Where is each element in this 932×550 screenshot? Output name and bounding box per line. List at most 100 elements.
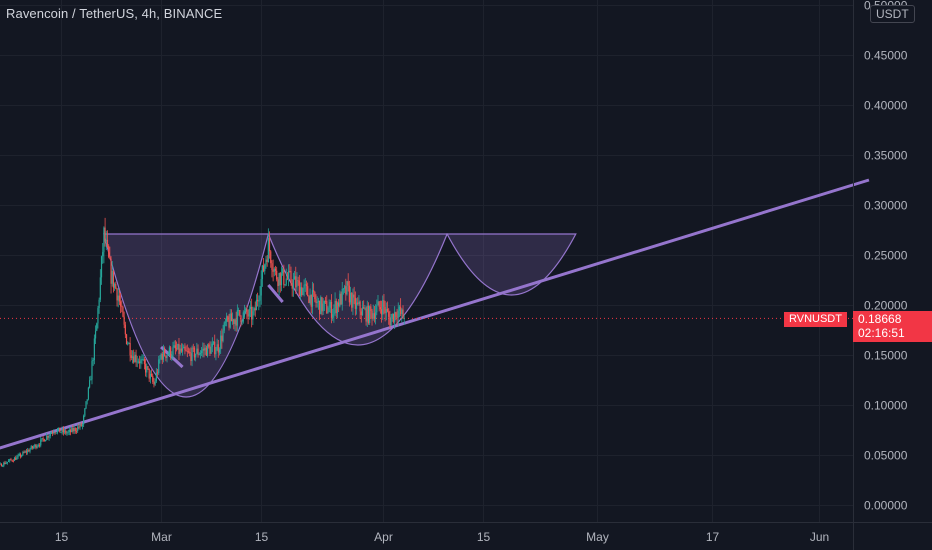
candle-body bbox=[332, 314, 334, 318]
candle-body bbox=[9, 459, 11, 461]
candle-body bbox=[48, 435, 50, 438]
candle-body bbox=[112, 270, 115, 288]
candle-body bbox=[403, 318, 405, 320]
candle-body bbox=[0, 463, 3, 467]
candle-body bbox=[345, 286, 347, 295]
candle-body bbox=[68, 429, 70, 432]
candle-body bbox=[41, 438, 43, 440]
candle-body bbox=[150, 373, 153, 376]
candle-body bbox=[31, 446, 33, 448]
candle-body bbox=[173, 345, 175, 348]
x-tick-label: May bbox=[586, 530, 609, 544]
candle-body bbox=[383, 300, 385, 307]
candle-body bbox=[58, 427, 60, 430]
candle-body bbox=[209, 346, 211, 354]
candle-body bbox=[143, 359, 146, 365]
candle-body bbox=[379, 307, 381, 310]
x-tick-label: 15 bbox=[477, 530, 491, 544]
candle-body bbox=[61, 428, 63, 433]
candle-body bbox=[291, 283, 293, 289]
candle-body bbox=[307, 286, 309, 297]
candle-body bbox=[98, 299, 100, 309]
candle-body bbox=[366, 305, 368, 322]
candle-body bbox=[398, 306, 401, 311]
candle-body bbox=[118, 295, 120, 302]
candle-body bbox=[351, 292, 353, 308]
candle-body bbox=[84, 408, 86, 416]
candle-body bbox=[110, 258, 112, 284]
candle-body bbox=[24, 451, 26, 453]
candle-body bbox=[309, 294, 311, 303]
y-tick-label: 0.45000 bbox=[864, 49, 908, 63]
candle-body bbox=[316, 302, 318, 303]
candle-body bbox=[168, 347, 171, 354]
candle-body bbox=[298, 280, 300, 297]
candle-body bbox=[199, 353, 202, 355]
candle-body bbox=[104, 227, 106, 242]
candle-body bbox=[333, 308, 335, 315]
candle-body bbox=[52, 432, 54, 434]
candle-body bbox=[259, 295, 261, 301]
candle-body bbox=[69, 429, 72, 433]
candle-body bbox=[358, 301, 360, 304]
candle-body bbox=[318, 300, 321, 315]
candle-body bbox=[282, 268, 284, 274]
candle-body bbox=[75, 431, 78, 432]
candle-body bbox=[363, 307, 365, 309]
candle-body bbox=[342, 288, 345, 290]
candle-body bbox=[247, 314, 249, 317]
candle-body bbox=[34, 444, 36, 447]
candle-body bbox=[181, 348, 184, 352]
candle-body bbox=[341, 288, 343, 305]
candle-body bbox=[370, 306, 372, 311]
candle-body bbox=[228, 320, 230, 328]
candle-body bbox=[397, 310, 399, 318]
candle-body bbox=[165, 355, 167, 359]
candle-body bbox=[217, 344, 219, 353]
candle-body bbox=[328, 307, 330, 313]
currency-badge[interactable]: USDT bbox=[870, 5, 915, 23]
candle-body bbox=[214, 341, 216, 355]
candle-body bbox=[221, 335, 223, 342]
candle-body bbox=[172, 347, 174, 356]
candle-body bbox=[382, 300, 384, 315]
candle-body bbox=[184, 346, 186, 351]
candle-body bbox=[166, 354, 168, 359]
y-tick-label: 0.20000 bbox=[864, 299, 908, 313]
candle-body bbox=[348, 285, 350, 303]
candle-body bbox=[249, 306, 252, 309]
candle-body bbox=[22, 452, 24, 456]
candle-body bbox=[273, 268, 275, 272]
candle-body bbox=[134, 354, 136, 363]
candle-body bbox=[296, 280, 298, 288]
candle-body bbox=[86, 399, 88, 402]
candle-body bbox=[175, 348, 178, 350]
candle-body bbox=[63, 430, 66, 433]
candle-body bbox=[286, 278, 289, 280]
x-tick-label: Mar bbox=[151, 530, 172, 544]
candle-body bbox=[290, 271, 292, 284]
candle-body bbox=[77, 426, 79, 432]
candle-body bbox=[305, 284, 308, 287]
candle-body bbox=[105, 239, 107, 242]
candle-body bbox=[129, 342, 131, 356]
candle-body bbox=[10, 459, 12, 460]
candle-body bbox=[179, 348, 181, 354]
candle-body bbox=[293, 276, 296, 280]
candle-body bbox=[55, 432, 57, 434]
candle-body bbox=[79, 423, 81, 428]
cup-arc-3 bbox=[446, 233, 577, 296]
candle-body bbox=[376, 305, 378, 313]
candle-body bbox=[187, 351, 190, 353]
candle-body bbox=[285, 278, 287, 285]
candle-body bbox=[170, 347, 172, 357]
candle-body bbox=[271, 263, 273, 271]
candle-body bbox=[0, 463, 1, 465]
candle-body bbox=[137, 361, 140, 363]
candle-body bbox=[18, 454, 20, 456]
candle-body bbox=[218, 349, 221, 353]
candle-body bbox=[80, 423, 82, 427]
candle-body bbox=[360, 311, 362, 315]
